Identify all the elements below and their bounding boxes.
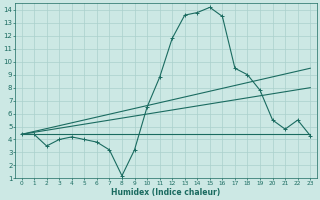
X-axis label: Humidex (Indice chaleur): Humidex (Indice chaleur)	[111, 188, 220, 197]
